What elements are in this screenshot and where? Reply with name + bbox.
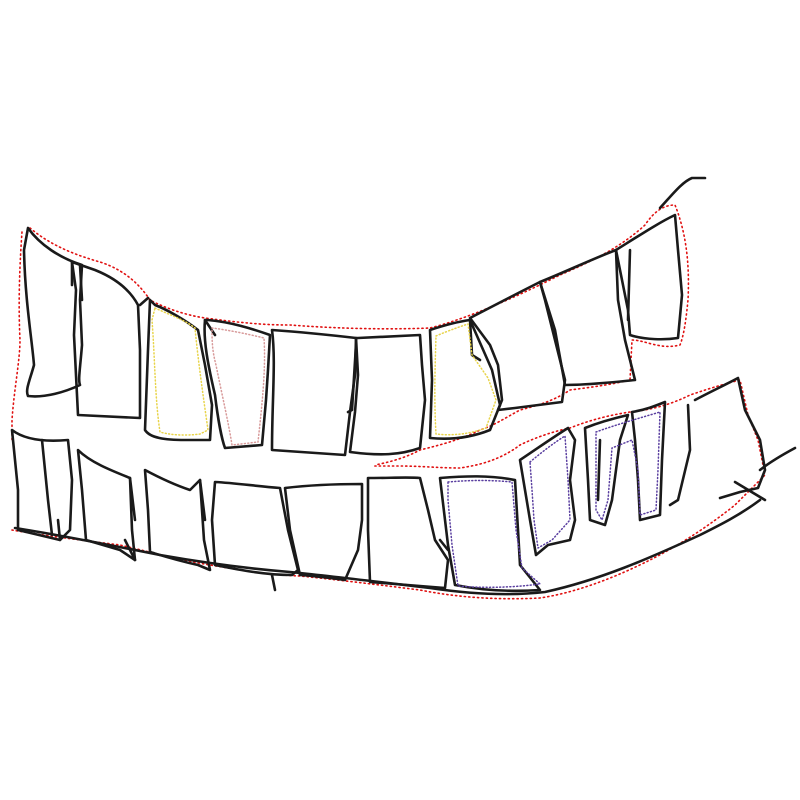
upper-tooth-4 [203,318,272,450]
upper-gum-boundary [11,204,690,466]
lower-tooth-1 [10,428,74,542]
lower-tooth-8 [518,426,577,557]
upper-tooth-7 [428,318,502,441]
lower-arch [10,376,797,600]
lower-base-line [13,498,762,596]
lower-tooth-5 [283,482,364,582]
highlight-yellow-tooth-7 [434,323,497,436]
lower-tooth-6 [366,476,450,590]
highlight-yellow-tooth-3 [151,307,209,436]
lower-tooth-inner-lines [40,438,602,592]
lower-tooth-9 [583,413,630,527]
upper-tooth-8 [468,280,567,412]
highlight-purple-lower-tooth-8 [529,435,571,549]
lower-tooth-11 [668,376,767,507]
lower-gum-boundary [11,379,766,600]
upper-tooth-11 [658,176,707,210]
highlight-pink-tooth-4 [211,327,266,446]
upper-tooth-2 [70,260,142,420]
upper-tooth-10 [614,213,684,341]
upper-tooth-5 [270,328,358,457]
highlight-purple-lower-tooth-9-10 [595,411,661,521]
upper-arch [11,176,707,466]
upper-tooth-3 [143,298,214,442]
highlight-purple-lower-molars [447,479,541,589]
lower-tooth-2 [76,448,137,562]
upper-tooth-9 [538,248,637,387]
lower-tooth-7 [438,475,542,593]
upper-tooth-6 [348,333,427,456]
lower-tooth-12 [733,446,797,502]
